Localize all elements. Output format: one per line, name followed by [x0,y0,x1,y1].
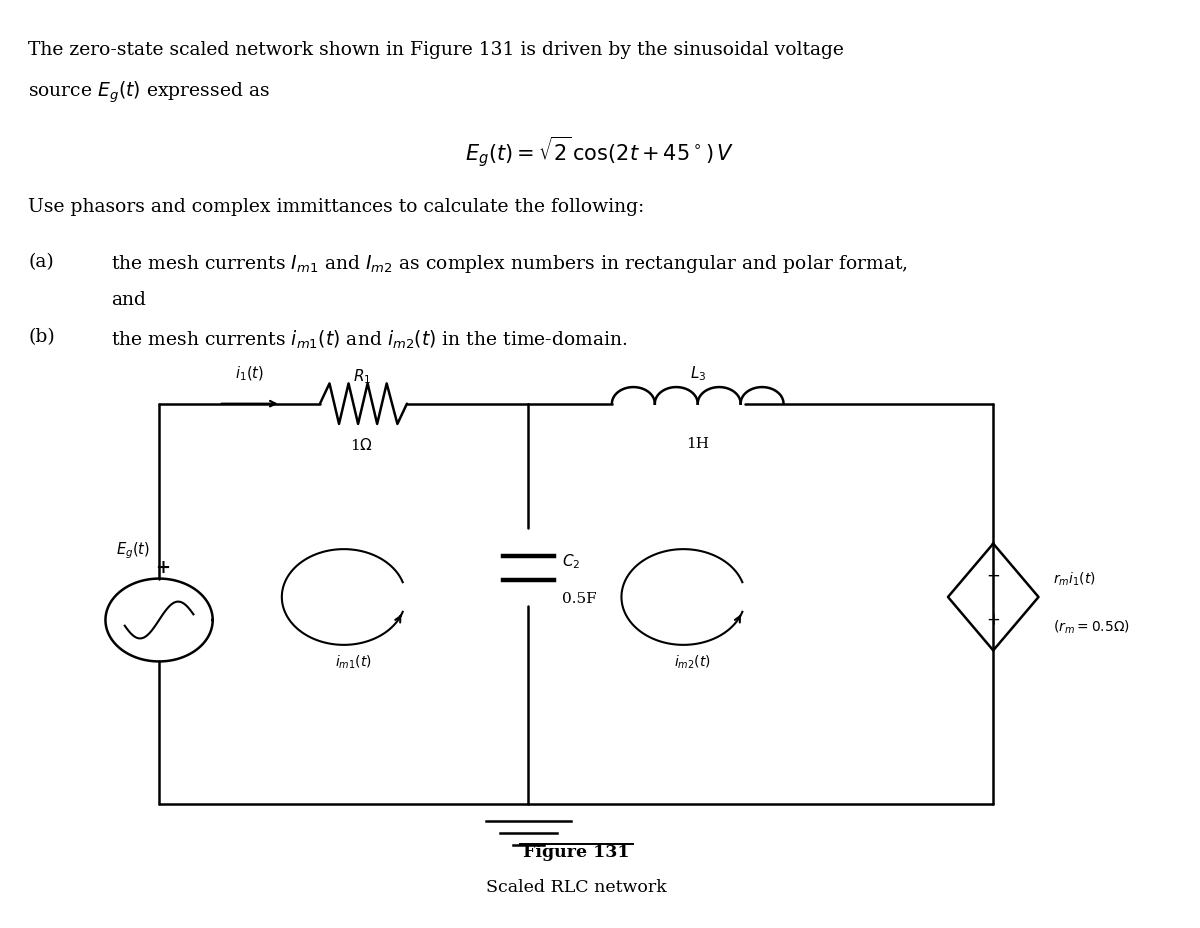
Text: Use phasors and complex immittances to calculate the following:: Use phasors and complex immittances to c… [28,198,644,215]
Text: $+$: $+$ [986,612,1001,628]
Text: +: + [155,558,170,576]
Text: $-$: $-$ [986,566,1001,584]
Text: The zero-state scaled network shown in Figure 131 is driven by the sinusoidal vo: The zero-state scaled network shown in F… [28,41,844,59]
Text: Scaled RLC network: Scaled RLC network [486,878,666,895]
Text: $i_{m2}(t)$: $i_{m2}(t)$ [674,652,712,670]
Text: $r_m i_1(t)$: $r_m i_1(t)$ [1052,570,1096,587]
Text: $i_{m1}(t)$: $i_{m1}(t)$ [335,652,372,670]
Text: the mesh currents $i_{m1}(t)$ and $i_{m2}(t)$ in the time-domain.: the mesh currents $i_{m1}(t)$ and $i_{m2… [112,328,628,350]
Text: Figure 131: Figure 131 [523,843,630,860]
Text: 0.5F: 0.5F [562,591,596,605]
Text: the mesh currents $I_{m1}$ and $I_{m2}$ as complex numbers in rectangular and po: the mesh currents $I_{m1}$ and $I_{m2}$ … [112,252,908,275]
Text: $(r_m = 0.5\Omega)$: $(r_m = 0.5\Omega)$ [1052,618,1129,636]
Text: (b): (b) [28,328,55,346]
Text: $i_1(t)$: $i_1(t)$ [235,364,264,382]
Text: $R_1$: $R_1$ [353,367,371,386]
Text: 1H: 1H [686,436,709,450]
Text: and: and [112,291,146,309]
Text: $E_g(t) = \sqrt{2}\,\cos(2t + 45^\circ)\,V$: $E_g(t) = \sqrt{2}\,\cos(2t + 45^\circ)\… [466,135,734,170]
Text: $C_2$: $C_2$ [562,551,580,570]
Text: $L_3$: $L_3$ [690,364,706,382]
Text: $E_g(t)$: $E_g(t)$ [115,540,150,561]
Text: 1$\Omega$: 1$\Omega$ [350,436,373,452]
Text: source $E_g(t)$ expressed as: source $E_g(t)$ expressed as [28,80,270,105]
Text: (a): (a) [28,252,54,270]
